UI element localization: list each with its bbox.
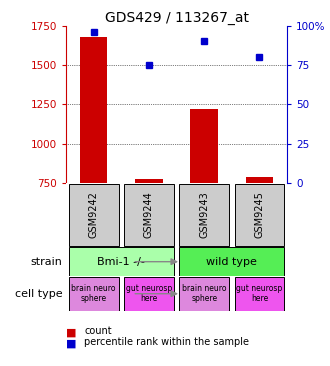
Bar	[80, 37, 108, 183]
Bar	[246, 178, 273, 183]
Bar	[190, 109, 218, 183]
Text: percentile rank within the sample: percentile rank within the sample	[84, 337, 249, 347]
Bar	[179, 247, 284, 276]
Text: strain: strain	[31, 257, 63, 267]
Text: brain neuro
sphere: brain neuro sphere	[71, 284, 116, 303]
Bar	[179, 184, 229, 246]
Text: GSM9243: GSM9243	[199, 192, 209, 238]
Bar	[124, 184, 174, 246]
Text: gut neurosp
here: gut neurosp here	[236, 284, 282, 303]
Text: count: count	[84, 326, 112, 336]
Text: gut neurosp
here: gut neurosp here	[126, 284, 172, 303]
Bar	[179, 277, 229, 311]
Text: Bmi-1 -/-: Bmi-1 -/-	[97, 257, 145, 267]
Bar	[124, 277, 174, 311]
Text: wild type: wild type	[206, 257, 257, 267]
Bar	[235, 277, 284, 311]
Text: GSM9242: GSM9242	[89, 191, 99, 239]
Bar	[135, 179, 163, 183]
Text: ■: ■	[66, 328, 77, 337]
Bar	[69, 184, 118, 246]
Bar	[235, 184, 284, 246]
Text: GSM9244: GSM9244	[144, 192, 154, 238]
Text: brain neuro
sphere: brain neuro sphere	[182, 284, 226, 303]
Text: GSM9245: GSM9245	[254, 191, 264, 239]
Bar	[69, 277, 118, 311]
Bar	[69, 247, 174, 276]
Text: ■: ■	[66, 339, 77, 348]
Title: GDS429 / 113267_at: GDS429 / 113267_at	[105, 11, 248, 25]
Text: cell type: cell type	[15, 289, 63, 299]
